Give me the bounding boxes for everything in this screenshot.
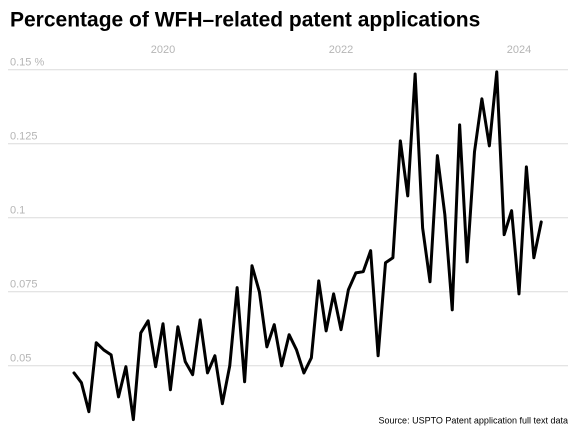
y-tick-label: 0.075 [10,279,38,291]
y-tick-label: 0.05 [10,353,31,365]
x-tick-label: 2022 [329,44,353,56]
x-tick-label: 2024 [507,44,531,56]
y-tick-label: 0.125 [10,131,38,143]
data-line [72,70,543,422]
y-tick-label: 0.15 % [10,57,44,69]
chart-title: Percentage of WFH–related patent applica… [10,9,480,32]
x-tick-label: 2020 [151,44,175,56]
source-note: Source: USPTO Patent application full te… [379,415,568,425]
y-tick-label: 0.1 [10,205,25,217]
